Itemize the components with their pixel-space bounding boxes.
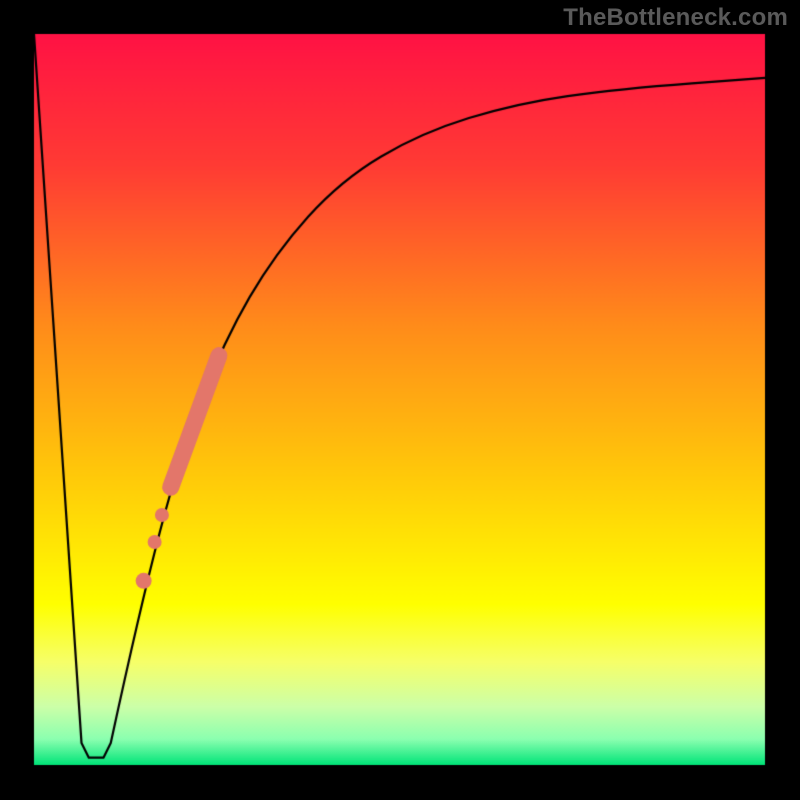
bottleneck-curve-chart <box>0 0 800 800</box>
watermark-text: TheBottleneck.com <box>563 4 788 32</box>
chart-container: TheBottleneck.com <box>0 0 800 800</box>
